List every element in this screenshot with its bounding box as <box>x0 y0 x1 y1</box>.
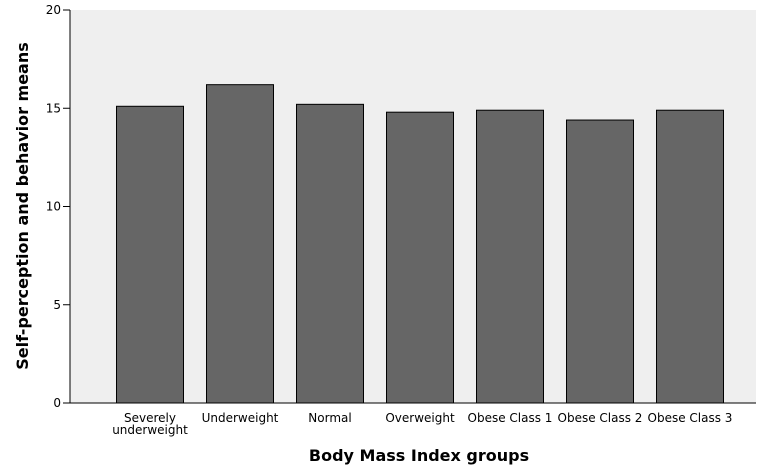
bar-4 <box>476 109 544 404</box>
y-tick-label-4: 20 <box>46 3 61 17</box>
x-tick-label-3: Overweight <box>385 411 455 425</box>
bar-6 <box>656 109 724 404</box>
bar-5 <box>566 119 634 404</box>
y-tick-label-1: 5 <box>53 298 61 312</box>
x-tick-label-5: Obese Class 2 <box>558 411 643 425</box>
x-tick-label-6: Obese Class 3 <box>648 411 733 425</box>
x-labels-layer: Severely underweight Underweight Normal Over… <box>112 411 732 437</box>
bar-0 <box>116 105 184 404</box>
bar-1 <box>206 84 274 404</box>
bar-3 <box>386 111 454 404</box>
bar-2 <box>296 103 364 404</box>
bars-layer <box>116 84 724 404</box>
x-tick-label-4: Obese Class 1 <box>468 411 553 425</box>
x-tick-label-2: Normal <box>308 411 351 425</box>
y-ticks-layer: 0 5 10 15 20 <box>46 3 70 410</box>
x-tick-label-1: Underweight <box>202 411 279 425</box>
y-tick-label-0: 0 <box>53 396 61 410</box>
y-tick-label-3: 15 <box>46 101 61 115</box>
y-axis-title: Self-perception and behavior means <box>13 42 32 370</box>
x-tick-label-0: Severely underweight <box>112 411 188 437</box>
x-axis-title: Body Mass Index groups <box>309 446 529 465</box>
y-tick-label-2: 10 <box>46 200 61 214</box>
